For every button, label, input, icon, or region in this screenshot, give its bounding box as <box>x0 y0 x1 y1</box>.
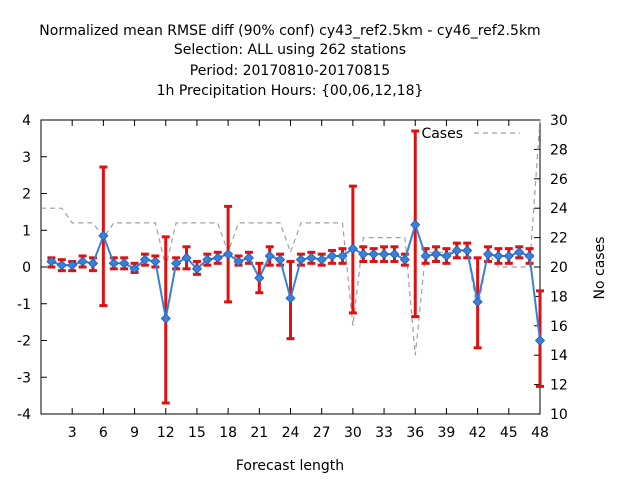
y-tick-label: 1 <box>22 223 31 239</box>
y2-tick-label: 20 <box>550 260 568 276</box>
diff-point <box>430 249 442 260</box>
title-line-2: Selection: ALL using 262 stations <box>174 42 406 58</box>
x-tick-label: 9 <box>130 425 139 441</box>
diff-point <box>108 258 119 269</box>
diff-point <box>171 258 182 269</box>
x-tick-label: 18 <box>219 425 237 441</box>
title-line-1: Normalized mean RMSE diff (90% conf) cy4… <box>39 23 540 39</box>
x-tick-label: 21 <box>250 425 268 441</box>
y-tick-label: 3 <box>22 150 31 166</box>
diff-point <box>212 252 223 263</box>
diff-point <box>347 243 358 254</box>
y2-axis-label: No cases <box>592 237 608 300</box>
diff-point <box>451 245 462 256</box>
diff-point <box>399 254 410 265</box>
x-tick-label: 42 <box>469 425 487 441</box>
diff-point <box>139 254 151 265</box>
x-tick-label: 48 <box>531 425 549 441</box>
diff-point <box>285 293 296 304</box>
x-axis-label: Forecast length <box>236 458 344 474</box>
diff-point <box>129 263 140 274</box>
y2-tick-label: 16 <box>550 319 568 335</box>
x-tick-label: 36 <box>406 425 424 441</box>
diff-point <box>327 250 338 262</box>
diff-point <box>358 249 369 260</box>
diff-point <box>503 250 514 262</box>
diff-point <box>46 256 57 267</box>
diff-point <box>275 254 286 265</box>
y-tick-label: -1 <box>17 297 31 313</box>
y-tick-label: -3 <box>17 370 31 386</box>
diff-point <box>191 263 203 274</box>
diff-series <box>46 219 546 346</box>
x-tick-label: 33 <box>375 425 393 441</box>
diff-point <box>119 258 130 269</box>
x-tick-label: 27 <box>313 425 331 441</box>
y-tick-label: -4 <box>17 407 31 423</box>
diff-point <box>441 250 452 262</box>
axis-ticks: 3 6 9 12 15 18 21 24 27 30 33 36 39 42 45 4843210-1-2-3… <box>17 113 568 441</box>
y2-tick-label: 10 <box>550 407 568 423</box>
diff-point <box>67 260 78 271</box>
diff-point <box>482 249 494 260</box>
diff-point <box>233 256 244 267</box>
y2-tick-label: 12 <box>550 378 568 394</box>
y2-tick-label: 14 <box>550 348 568 364</box>
diff-point <box>316 254 327 265</box>
y-tick-label: -2 <box>17 334 31 350</box>
y-tick-label: 2 <box>22 187 31 203</box>
y-tick-label: 4 <box>22 113 31 129</box>
diff-point <box>98 230 109 241</box>
y2-tick-label: 28 <box>550 142 568 158</box>
y-tick-label: 0 <box>22 260 31 276</box>
x-tick-label: 45 <box>500 425 518 441</box>
diff-point <box>378 249 390 260</box>
diff-point <box>389 249 400 260</box>
x-tick-label: 6 <box>99 425 108 441</box>
diff-point <box>410 219 421 230</box>
diff-point <box>254 272 265 284</box>
x-tick-label: 39 <box>438 425 456 441</box>
diff-point <box>420 250 431 262</box>
diff-point <box>56 260 67 271</box>
diff-point <box>295 254 306 265</box>
diff-point <box>264 250 275 262</box>
diff-point <box>493 250 504 262</box>
diff-point <box>524 250 535 262</box>
y2-tick-label: 22 <box>550 231 568 247</box>
legend: Cases <box>421 126 520 142</box>
chart-title: Normalized mean RMSE diff (90% conf) cy4… <box>39 23 540 99</box>
x-tick-label: 3 <box>68 425 77 441</box>
diff-point <box>87 258 99 269</box>
error-bars <box>47 129 544 405</box>
y2-tick-label: 30 <box>550 113 568 129</box>
x-tick-label: 24 <box>282 425 300 441</box>
legend-label-cases: Cases <box>421 126 463 142</box>
y2-tick-label: 24 <box>550 201 568 217</box>
diff-point <box>223 249 234 260</box>
y2-tick-label: 26 <box>550 172 568 188</box>
diff-point <box>462 245 473 256</box>
diff-point <box>77 256 88 267</box>
diff-point <box>202 254 213 265</box>
x-tick-label: 12 <box>157 425 175 441</box>
diff-point <box>150 256 161 267</box>
title-line-3: Period: 20170810-20170815 <box>190 63 390 79</box>
diff-point <box>368 249 379 260</box>
diff-point <box>306 252 317 263</box>
x-tick-label: 15 <box>188 425 206 441</box>
diff-point <box>534 335 546 346</box>
diff-point <box>243 252 254 263</box>
y2-tick-label: 18 <box>550 289 568 305</box>
x-tick-label: 30 <box>344 425 362 441</box>
diff-point <box>514 247 525 258</box>
diff-point <box>160 313 171 324</box>
title-line-4: 1h Precipitation Hours: {00,06,12,18} <box>157 83 424 99</box>
diff-point <box>337 250 348 262</box>
diff-point <box>472 296 483 307</box>
diff-point <box>181 252 192 263</box>
